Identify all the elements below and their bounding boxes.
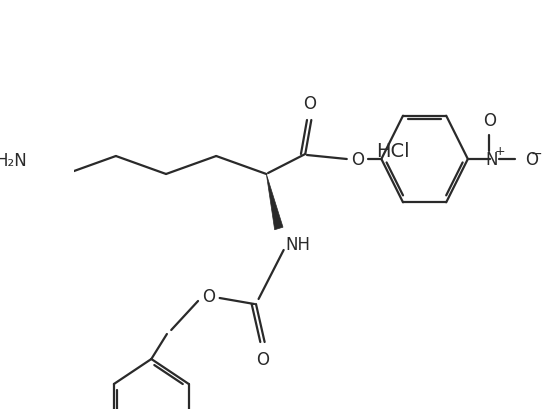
Polygon shape [266, 175, 283, 230]
Text: N: N [486, 151, 498, 169]
Text: O: O [525, 151, 538, 169]
Text: O: O [303, 95, 316, 113]
Text: O: O [351, 151, 364, 169]
Text: HCl: HCl [376, 142, 410, 161]
Text: NH: NH [285, 236, 310, 254]
Text: H₂N: H₂N [0, 152, 27, 170]
Text: +: + [494, 145, 505, 158]
Text: −: − [530, 147, 542, 161]
Text: O: O [202, 287, 215, 305]
Text: O: O [256, 350, 270, 368]
Text: O: O [483, 112, 496, 130]
